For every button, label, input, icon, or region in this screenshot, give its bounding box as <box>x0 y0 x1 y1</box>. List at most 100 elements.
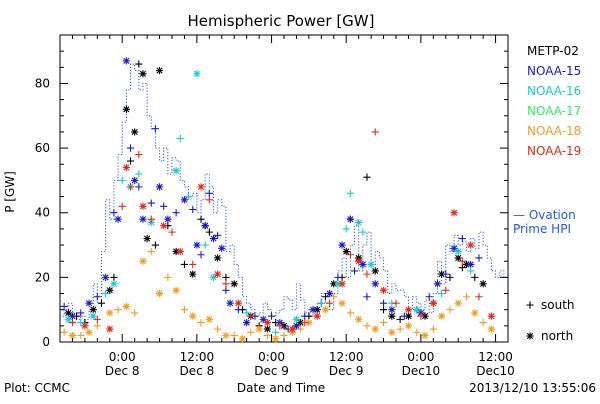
data-point-north <box>371 267 379 275</box>
series-noaa-18 <box>60 247 496 343</box>
x-axis-label: Date and Time <box>237 381 325 395</box>
data-point-south <box>60 328 68 336</box>
data-point-north <box>462 260 471 269</box>
data-point-south <box>247 312 255 320</box>
data-point-north <box>172 247 180 256</box>
data-point-north <box>139 70 147 78</box>
data-point-south <box>442 286 450 294</box>
data-point-south <box>379 299 388 307</box>
data-point-north <box>263 319 272 327</box>
data-point-north <box>172 167 180 175</box>
data-point-north <box>201 222 209 230</box>
data-point-south <box>151 241 160 249</box>
legend-star-marker <box>526 332 534 340</box>
data-point-north <box>259 315 267 323</box>
data-point-south <box>77 319 85 327</box>
data-point-south <box>458 264 466 272</box>
data-point-south <box>93 315 101 323</box>
data-point-south <box>446 306 454 314</box>
data-point-south <box>475 254 483 262</box>
data-point-north <box>68 312 77 320</box>
data-point-south <box>168 228 176 236</box>
data-point-south <box>214 325 222 333</box>
data-point-north <box>226 299 234 307</box>
data-point-north <box>81 322 89 330</box>
data-points <box>60 57 496 343</box>
series-noaa-15 <box>60 57 483 333</box>
data-point-north <box>454 247 462 256</box>
data-point-north <box>172 286 180 294</box>
data-point-south <box>467 267 475 275</box>
x-tick-date-label: Dec 9 <box>254 364 289 378</box>
data-point-north <box>355 257 363 265</box>
data-point-south <box>326 299 334 307</box>
legend-ovation-label: — Ovation <box>513 208 576 222</box>
data-point-south <box>201 241 209 249</box>
x-tick-date-label: Dec10 <box>476 364 515 378</box>
data-point-north <box>193 241 201 249</box>
data-point-south <box>396 315 404 323</box>
data-point-north <box>334 280 342 288</box>
data-point-south <box>60 302 68 311</box>
data-point-south <box>321 293 330 301</box>
data-point-south <box>330 293 338 301</box>
data-point-north <box>438 270 446 278</box>
plot-border <box>59 34 509 343</box>
data-point-south <box>479 319 487 327</box>
data-point-south <box>197 251 205 259</box>
data-point-south <box>475 293 483 301</box>
data-point-north <box>487 325 496 333</box>
data-point-south <box>363 322 371 330</box>
data-point-south <box>164 273 172 281</box>
data-point-south <box>135 170 143 178</box>
data-point-north <box>114 215 122 223</box>
data-point-south <box>346 189 354 197</box>
data-point-south <box>77 309 85 317</box>
data-point-north <box>355 218 363 227</box>
data-point-south <box>147 199 155 207</box>
plot-timestamp: 2013/12/10 13:55:06 <box>469 381 596 395</box>
data-point-north <box>139 257 147 265</box>
legend-item-noaa-18: NOAA-18 <box>527 124 581 138</box>
data-point-north <box>305 319 313 327</box>
data-point-south <box>458 234 466 243</box>
data-point-north <box>288 325 296 333</box>
data-point-north <box>313 312 321 320</box>
series-noaa-19 <box>68 128 496 333</box>
data-point-north <box>110 280 118 288</box>
legend-item-noaa-16: NOAA-16 <box>527 84 581 98</box>
data-point-south <box>189 260 197 269</box>
data-point-north <box>413 306 421 314</box>
data-point-north <box>272 335 280 343</box>
data-point-north <box>155 289 164 298</box>
data-point-north <box>214 270 222 278</box>
y-tick-label: 20 <box>35 270 50 284</box>
data-point-north <box>106 325 114 333</box>
data-point-south <box>205 189 213 197</box>
data-point-south <box>350 267 359 275</box>
data-point-south <box>417 312 425 320</box>
data-point-south <box>392 299 400 307</box>
data-point-north <box>471 309 479 317</box>
data-point-north <box>209 273 218 281</box>
data-point-south <box>317 299 325 307</box>
data-point-north <box>450 209 458 217</box>
legend-marker-label-north: north <box>541 329 573 343</box>
data-point-north <box>313 306 321 314</box>
data-point-north <box>189 312 197 320</box>
data-point-south <box>214 231 222 239</box>
data-point-south <box>151 125 160 133</box>
data-point-north <box>122 57 130 65</box>
data-point-south <box>222 273 230 281</box>
data-point-south <box>442 270 450 278</box>
data-point-south <box>160 202 168 210</box>
data-point-south <box>263 331 272 340</box>
data-point-north <box>139 215 147 223</box>
data-point-north <box>479 280 487 288</box>
legend-item-noaa-15: NOAA-15 <box>527 64 581 78</box>
data-point-north <box>371 325 379 333</box>
data-point-north <box>346 215 354 223</box>
data-point-north <box>122 105 130 113</box>
data-point-north <box>238 335 247 343</box>
data-point-north <box>176 247 184 256</box>
